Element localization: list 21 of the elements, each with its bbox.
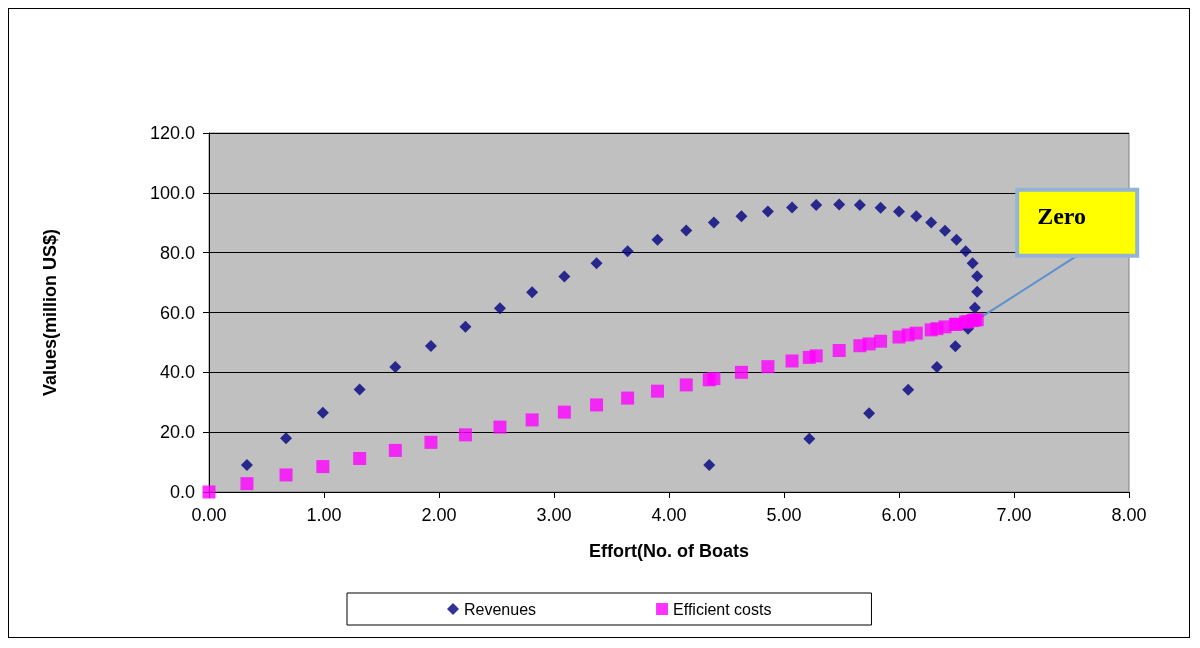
- x-tick-label: 8.00: [1111, 505, 1147, 525]
- x-tick-label: 5.00: [766, 505, 802, 525]
- y-tick-label: 80.0: [159, 242, 195, 263]
- y-tick-label: 20.0: [159, 422, 195, 443]
- legend-label: Efficient costs: [673, 600, 772, 618]
- y-tick-label: 40.0: [159, 362, 195, 383]
- x-tick-label: 3.00: [536, 505, 572, 525]
- y-tick-label: 120.0: [149, 123, 195, 143]
- y-tick-label: 0.0: [169, 482, 195, 502]
- x-tick-label: 1.00: [306, 505, 342, 525]
- y-tick-label: 60.0: [159, 302, 195, 323]
- y-tick-label: 100.0: [149, 182, 195, 203]
- x-tick-label: 0.00: [191, 505, 227, 525]
- annotation: Zero: [1037, 202, 1087, 229]
- x-tick-label: 7.00: [996, 505, 1032, 525]
- x-tick-label: 4.00: [651, 505, 687, 525]
- legend-label: Revenues: [464, 600, 537, 618]
- x-tick-label: 2.00: [421, 505, 457, 525]
- x-axis-title: Effort(No. of Boats: [589, 541, 749, 561]
- y-axis-title: Values(million US$): [40, 228, 60, 397]
- x-tick-label: 6.00: [881, 505, 917, 525]
